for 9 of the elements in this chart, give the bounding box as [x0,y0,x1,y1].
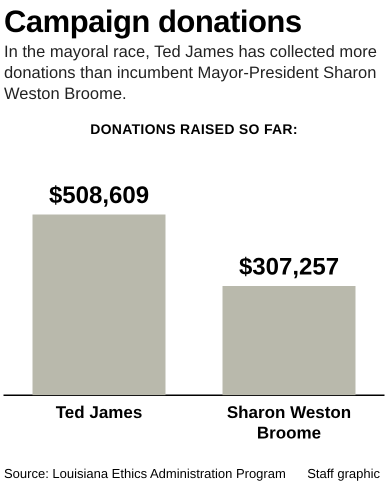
data-label: $307,257 [238,254,340,281]
text: DONATIONS RAISED SO FAR: [89,121,299,137]
data-label: $508,609 [48,182,150,210]
x-tick-label: Ted James [56,403,142,422]
chart-title: Campaign donations [4,4,303,40]
text: Staff graphic [307,466,380,481]
source-note: Source: Louisiana Ethics Administration Program [4,466,286,481]
chart-subtitle: In the mayoral race, Ted James has collected more donations than incumbent Mayor-President Sharon Weston Broome. [4,42,378,105]
x-tick-label: Sharon Weston Broome [226,403,352,442]
